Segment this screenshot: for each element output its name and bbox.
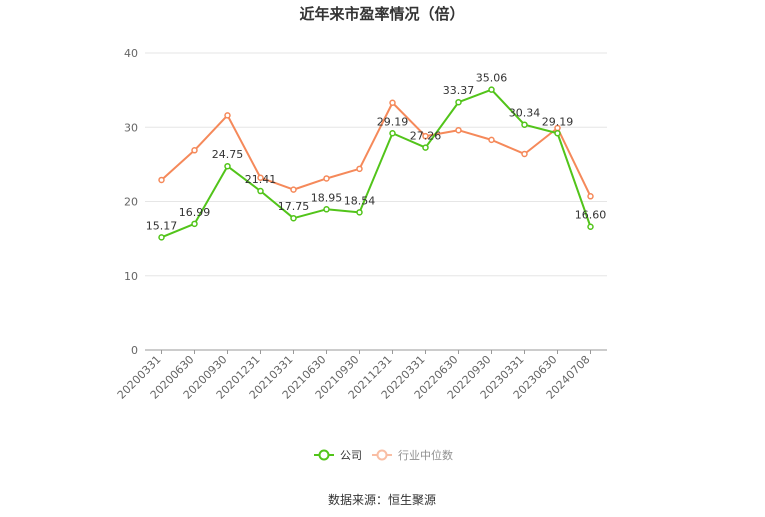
data-point (356, 209, 363, 216)
data-point (158, 176, 165, 184)
grid (145, 52, 607, 277)
source-note: 数据来源：恒生聚源 (328, 492, 436, 507)
data-point (191, 220, 198, 228)
data-point (158, 234, 165, 241)
data-point (521, 150, 528, 158)
y-tick-label: 40 (124, 47, 138, 60)
data-label: 15.17 (146, 219, 178, 232)
data-point (323, 175, 330, 182)
data-label: 17.75 (278, 200, 310, 213)
data-label: 30.34 (509, 107, 541, 120)
data-point (422, 132, 429, 140)
data-label: 16.60 (575, 209, 607, 222)
data-point (389, 99, 396, 106)
data-label: 29.19 (542, 115, 574, 128)
legend-label: 公司 (340, 449, 362, 462)
data-point (455, 126, 462, 134)
y-tick-label: 20 (124, 196, 138, 209)
data-point (290, 186, 297, 193)
data-label: 18.95 (311, 191, 343, 204)
data-point (488, 136, 495, 144)
data-point (389, 130, 396, 137)
data-label: 24.75 (212, 148, 244, 161)
y-tick-label: 30 (124, 121, 138, 134)
data-point (488, 86, 495, 93)
data-point (455, 98, 462, 106)
series-line-company (161, 88, 592, 239)
data-point (521, 121, 528, 128)
data-point (191, 147, 198, 154)
legend-item-industry-median[interactable]: 行业中位数 (372, 448, 453, 462)
data-point (224, 162, 231, 170)
data-point (323, 206, 330, 213)
y-tick-label: 0 (131, 344, 138, 357)
series-line-industry-median (160, 101, 592, 197)
legend[interactable]: 公司 行业中位数 (314, 448, 453, 462)
data-label: 16.99 (179, 206, 211, 219)
data-label: 18.54 (344, 194, 376, 207)
data-point (290, 214, 297, 222)
data-point (257, 174, 264, 181)
data-label: 33.37 (443, 84, 475, 97)
legend-label: 行业中位数 (398, 448, 453, 462)
data-label: 35.06 (476, 72, 508, 85)
series-group (158, 86, 594, 241)
axes: 0102030402020033120200630202009302020123… (115, 47, 607, 402)
legend-item-company[interactable]: 公司 (314, 449, 362, 462)
legend-marker (318, 449, 330, 461)
data-point (422, 144, 429, 151)
data-point (356, 165, 363, 173)
chart-title: 近年来市盈率情况（倍） (299, 5, 464, 23)
y-tick-label: 10 (124, 270, 138, 283)
data-label: 27.26 (410, 130, 442, 143)
data-point (554, 130, 561, 137)
data-point (587, 193, 594, 200)
data-point (587, 223, 594, 230)
data-point (224, 112, 231, 119)
legend-marker (376, 449, 388, 461)
data-label: 29.19 (377, 115, 409, 128)
data-label: 21.41 (245, 173, 277, 186)
data-point (257, 187, 264, 195)
